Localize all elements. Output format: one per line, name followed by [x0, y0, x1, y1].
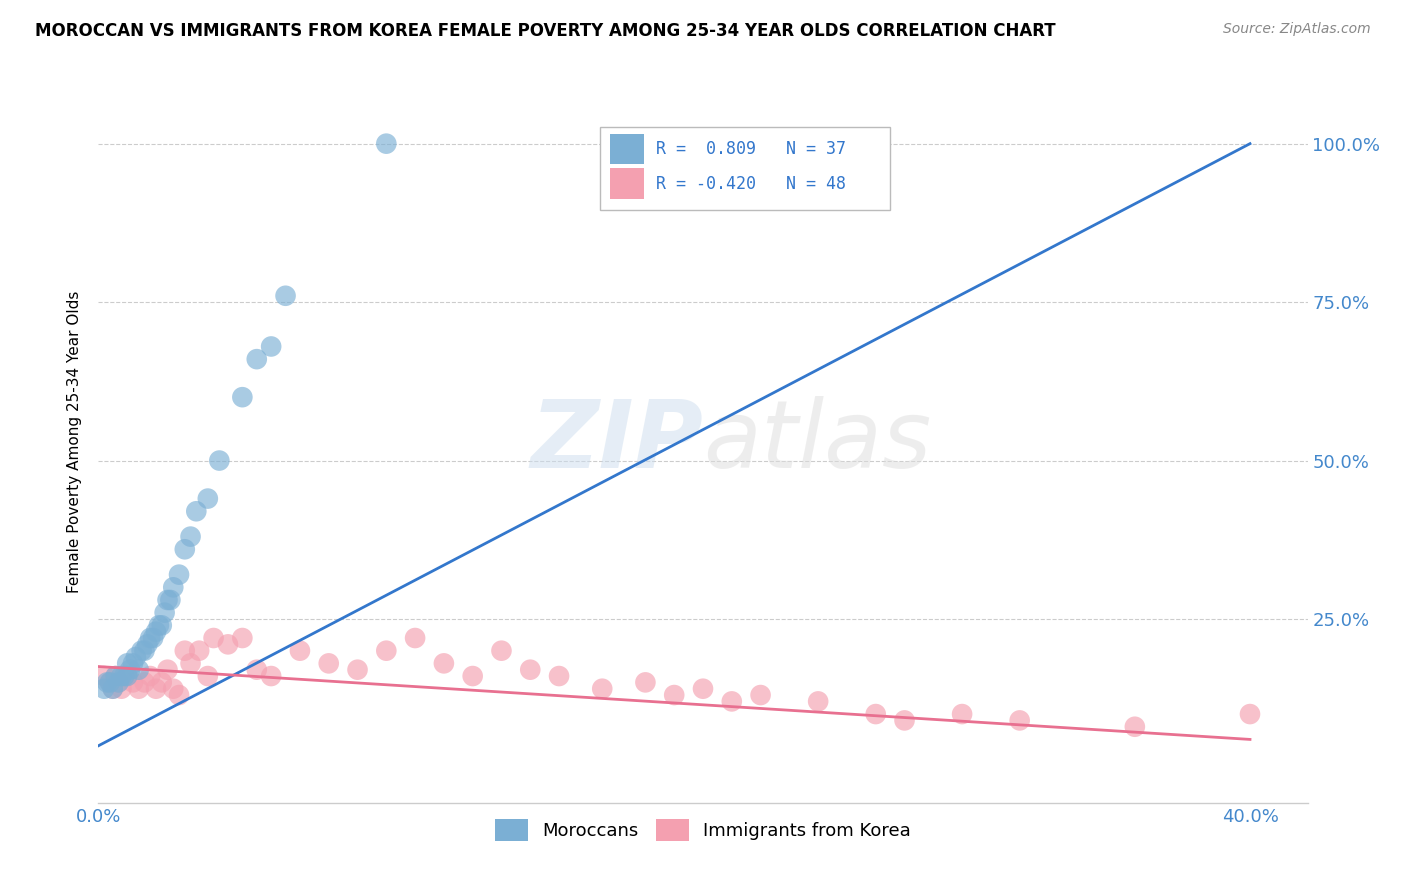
Point — [807, 694, 830, 708]
Point — [950, 707, 973, 722]
Point — [197, 669, 219, 683]
Point — [104, 669, 127, 683]
Point — [107, 675, 129, 690]
Point — [1123, 720, 1146, 734]
Point — [634, 675, 657, 690]
Point — [107, 675, 129, 690]
Point — [115, 669, 138, 683]
FancyBboxPatch shape — [610, 169, 644, 199]
Point — [112, 669, 135, 683]
Point — [346, 663, 368, 677]
Point — [260, 669, 283, 683]
Point — [173, 643, 195, 657]
Point — [491, 643, 513, 657]
Point — [110, 669, 132, 683]
Point — [93, 681, 115, 696]
Point — [136, 637, 159, 651]
FancyBboxPatch shape — [610, 134, 644, 164]
Point — [134, 643, 156, 657]
Point — [274, 289, 297, 303]
Point — [167, 567, 190, 582]
Point — [115, 669, 138, 683]
Point — [139, 669, 162, 683]
Point — [98, 675, 121, 690]
Point — [96, 675, 118, 690]
Text: R = -0.420   N = 48: R = -0.420 N = 48 — [655, 175, 846, 193]
Point — [260, 339, 283, 353]
Point — [461, 669, 484, 683]
Point — [153, 606, 176, 620]
Point — [156, 663, 179, 677]
Point — [148, 618, 170, 632]
Point — [375, 643, 398, 657]
Point — [122, 657, 145, 671]
Point — [131, 643, 153, 657]
Text: atlas: atlas — [703, 396, 931, 487]
Point — [167, 688, 190, 702]
Point — [162, 580, 184, 594]
FancyBboxPatch shape — [600, 128, 890, 211]
Point — [104, 669, 127, 683]
Point — [120, 663, 142, 677]
Point — [548, 669, 571, 683]
Text: Source: ZipAtlas.com: Source: ZipAtlas.com — [1223, 22, 1371, 37]
Point — [150, 618, 173, 632]
Point — [139, 631, 162, 645]
Point — [202, 631, 225, 645]
Point — [186, 504, 208, 518]
Point — [720, 694, 742, 708]
Point — [134, 675, 156, 690]
Point — [197, 491, 219, 506]
Point — [288, 643, 311, 657]
Point — [865, 707, 887, 722]
Text: ZIP: ZIP — [530, 395, 703, 488]
Point — [188, 643, 211, 657]
Point — [375, 136, 398, 151]
Point — [173, 542, 195, 557]
Point — [231, 631, 253, 645]
Point — [110, 681, 132, 696]
Point — [519, 663, 541, 677]
Point — [664, 688, 686, 702]
Point — [1239, 707, 1261, 722]
Point — [217, 637, 239, 651]
Point — [208, 453, 231, 467]
Point — [893, 714, 915, 728]
Point — [125, 650, 148, 665]
Point — [318, 657, 340, 671]
Point — [180, 657, 202, 671]
Text: R =  0.809   N = 37: R = 0.809 N = 37 — [655, 140, 846, 158]
Point — [156, 593, 179, 607]
Point — [159, 593, 181, 607]
Point — [404, 631, 426, 645]
Point — [246, 663, 269, 677]
Point — [145, 681, 167, 696]
Point — [150, 675, 173, 690]
Point — [122, 675, 145, 690]
Point — [128, 681, 150, 696]
Legend: Moroccans, Immigrants from Korea: Moroccans, Immigrants from Korea — [488, 812, 918, 848]
Point — [692, 681, 714, 696]
Point — [93, 669, 115, 683]
Y-axis label: Female Poverty Among 25-34 Year Olds: Female Poverty Among 25-34 Year Olds — [67, 291, 83, 592]
Point — [101, 681, 124, 696]
Point — [180, 530, 202, 544]
Point — [145, 624, 167, 639]
Point — [749, 688, 772, 702]
Text: MOROCCAN VS IMMIGRANTS FROM KOREA FEMALE POVERTY AMONG 25-34 YEAR OLDS CORRELATI: MOROCCAN VS IMMIGRANTS FROM KOREA FEMALE… — [35, 22, 1056, 40]
Point — [98, 675, 121, 690]
Point — [231, 390, 253, 404]
Point — [115, 657, 138, 671]
Point — [142, 631, 165, 645]
Point — [162, 681, 184, 696]
Point — [101, 681, 124, 696]
Point — [246, 352, 269, 367]
Point — [433, 657, 456, 671]
Point — [591, 681, 613, 696]
Point — [1008, 714, 1031, 728]
Point — [128, 663, 150, 677]
